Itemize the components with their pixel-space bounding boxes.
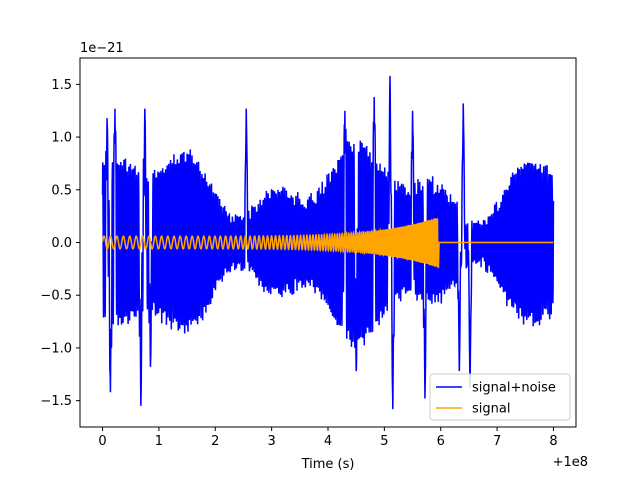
series-line-signal-noise <box>101 75 555 410</box>
x-axis: 0 1 2 3 4 5 6 7 8 <box>98 427 558 449</box>
x-tick-label: 3 <box>267 434 275 449</box>
x-tick-label: 8 <box>549 434 557 449</box>
x-tick-label: 7 <box>493 434 501 449</box>
y-tick-label: −1.0 <box>40 341 72 356</box>
series-line-signal <box>101 218 554 269</box>
x-offset-label: +1e8 <box>553 455 588 470</box>
legend-entry-label: signal <box>472 402 510 417</box>
legend: signal+noise signal <box>429 373 571 421</box>
y-axis: −1.5 −1.0 −0.5 0.0 0.5 1.0 1.5 <box>40 78 80 409</box>
x-tick-label: 5 <box>380 434 388 449</box>
x-tick-label: 0 <box>98 434 106 449</box>
y-tick-label: 1.0 <box>51 131 72 146</box>
y-scale-label: 1e−21 <box>80 41 124 56</box>
x-tick-label: 2 <box>211 434 219 449</box>
y-tick-label: 1.5 <box>51 78 72 93</box>
y-tick-label: −0.5 <box>40 289 72 304</box>
legend-entry-label: signal+noise <box>472 381 556 396</box>
x-axis-label: Time (s) <box>301 457 355 472</box>
y-tick-label: −1.5 <box>40 394 72 409</box>
y-tick-label: 0.5 <box>51 183 72 198</box>
y-tick-label: 0.0 <box>51 236 72 251</box>
legend-box <box>429 373 571 421</box>
x-tick-label: 4 <box>324 434 332 449</box>
x-tick-label: 6 <box>437 434 445 449</box>
x-tick-label: 1 <box>155 434 163 449</box>
